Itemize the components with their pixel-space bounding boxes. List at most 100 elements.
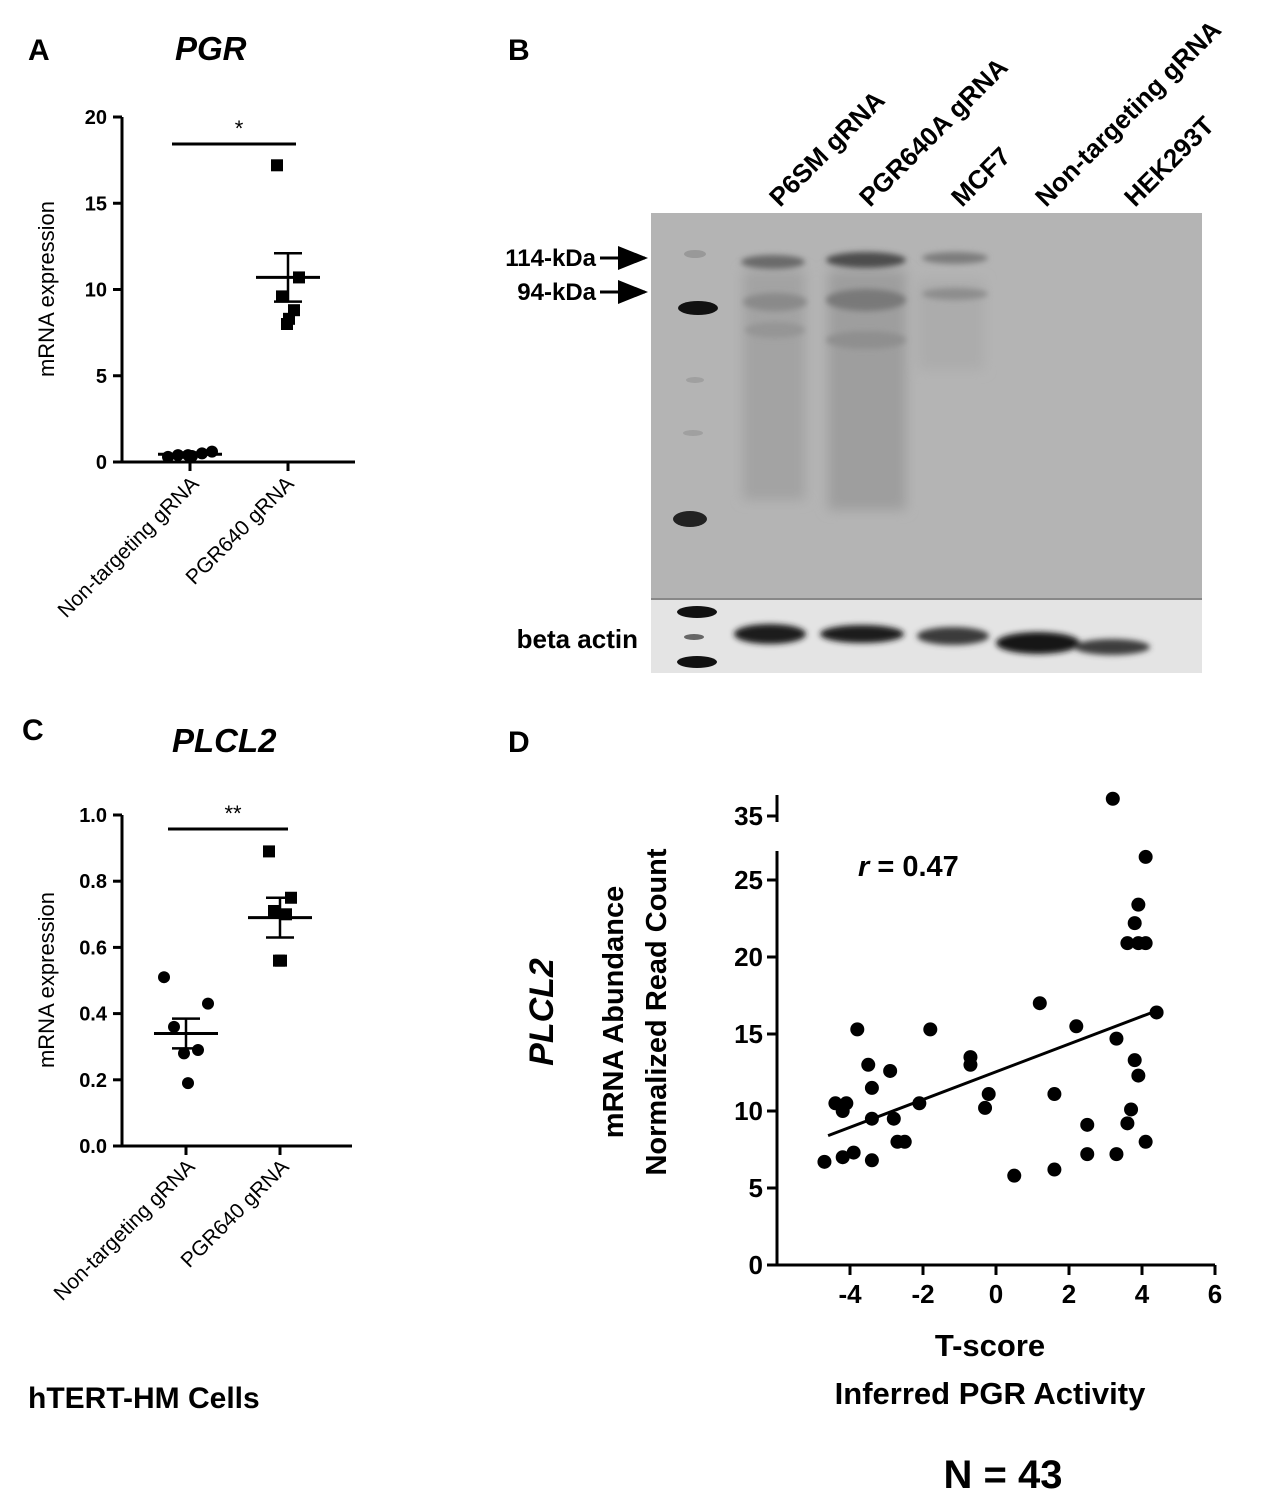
data-point	[923, 1022, 938, 1037]
panel-d-correlation: r = 0.47	[858, 851, 959, 883]
data-point	[1080, 1147, 1095, 1162]
y-tick-label: 20	[734, 942, 763, 972]
data-point	[1047, 1162, 1062, 1177]
data-point	[835, 1150, 850, 1165]
panel-a-letter: A	[28, 34, 50, 67]
data-point-square	[283, 312, 295, 325]
actin-bands	[734, 624, 1150, 655]
data-point	[861, 1057, 876, 1072]
data-point-circle	[182, 1077, 194, 1090]
data-point	[1131, 897, 1146, 912]
data-point	[850, 1022, 865, 1037]
data-point-square	[263, 845, 275, 858]
panel-a-title: PGR	[175, 30, 247, 67]
data-point	[817, 1154, 832, 1169]
y-tick-label: 0	[749, 1250, 763, 1280]
panel-a-error-bars	[158, 252, 320, 458]
panel-d-x-axis-title-2: Inferred PGR Activity	[835, 1376, 1146, 1411]
panel-d-trendline	[827, 1007, 1161, 1138]
data-point	[886, 1111, 901, 1126]
panel-d-points	[817, 791, 1164, 1183]
data-point-circle	[162, 450, 174, 463]
data-point	[883, 1063, 898, 1078]
data-point	[1069, 1019, 1084, 1034]
data-point-square	[271, 159, 283, 172]
y-tick-label: 1.0	[79, 805, 107, 827]
panel-a-category-1: Non-targeting gRNA	[54, 472, 204, 622]
panel-d-y-axis-title-1: mRNA Abundance	[598, 886, 630, 1138]
data-point	[1124, 1102, 1139, 1117]
panel-c-points	[158, 845, 297, 1090]
y-tick-label: 20	[85, 107, 107, 129]
data-point	[864, 1153, 879, 1168]
panel-a-chart: 0 5 10 15 20 * mRNA expression Non-targeting…	[34, 107, 355, 622]
panel-c-title: PLCL2	[172, 722, 277, 759]
marker-114kda-label: 114-kDa	[505, 245, 596, 272]
data-point	[1105, 791, 1120, 806]
data-point-circle	[192, 1044, 204, 1057]
y-tick-label: 0.6	[79, 937, 107, 959]
data-point	[1138, 1134, 1153, 1149]
panel-a-points	[162, 159, 305, 463]
data-point	[846, 1145, 861, 1160]
blot-membrane	[651, 213, 1202, 598]
y-tick-label: 0.2	[79, 1070, 107, 1092]
panel-c-y-ticks: 0.0 0.2 0.4 0.6 0.8 1.0	[79, 805, 122, 1158]
data-point-square	[268, 904, 280, 917]
y-tick-label: 5	[96, 366, 107, 388]
y-tick-label: 5	[749, 1173, 763, 1203]
data-point	[978, 1100, 993, 1115]
data-point-circle	[168, 1020, 180, 1033]
panel-b-letter: B	[508, 34, 530, 67]
data-point-circle	[206, 445, 218, 458]
data-point	[839, 1096, 854, 1111]
y-tick-label: 25	[734, 865, 763, 895]
data-point	[864, 1080, 879, 1095]
x-tick-label: -2	[911, 1279, 934, 1309]
data-point-circle	[178, 1047, 190, 1060]
data-point	[1127, 916, 1142, 931]
panel-d-x-ticks: -4 -2 0 2 4 6	[838, 1265, 1222, 1309]
y-tick-label: 15	[85, 193, 107, 215]
data-point	[1047, 1087, 1062, 1102]
panel-d-correlation-value: = 0.47	[869, 851, 959, 883]
data-point-circle	[158, 971, 170, 984]
panel-d-correlation-r: r	[858, 851, 871, 883]
panel-d-y-ticks: 0 5 10 15 20 25 35	[734, 801, 777, 1280]
y-tick-label: 35	[734, 801, 763, 831]
panel-c-error-bars	[154, 896, 312, 1050]
western-blot: P6SM gRNA PGR640A gRNA MCF7 Non-targetin…	[505, 14, 1227, 673]
panel-d-x-axis-title-1: T-score	[935, 1328, 1045, 1363]
data-point	[912, 1096, 927, 1111]
x-tick-label: 4	[1135, 1279, 1150, 1309]
y-tick-label: 0	[96, 452, 107, 474]
x-tick-label: 0	[989, 1279, 1003, 1309]
panel-c-chart: 0.0 0.2 0.4 0.6 0.8 1.0 ** mRNA expression No…	[28, 801, 352, 1415]
panel-d-axes	[775, 795, 1215, 1267]
x-tick-label: 6	[1208, 1279, 1222, 1309]
data-point	[1131, 1068, 1146, 1083]
data-point-circle	[202, 997, 214, 1010]
panel-c-category-1: Non-targeting gRNA	[50, 1155, 200, 1305]
data-point	[1080, 1117, 1095, 1132]
panel-a-axes	[120, 117, 355, 471]
panel-c-letter: C	[22, 714, 44, 747]
x-tick-label: -4	[838, 1279, 862, 1309]
pgr-bands	[741, 252, 988, 349]
data-point	[1127, 1053, 1142, 1068]
data-point	[1032, 996, 1047, 1011]
y-tick-label: 0.8	[79, 871, 107, 893]
y-tick-label: 10	[734, 1096, 763, 1126]
data-point	[1109, 1147, 1124, 1162]
y-tick-label: 0.4	[79, 1004, 108, 1026]
data-point	[1138, 936, 1153, 951]
data-point	[981, 1087, 996, 1102]
marker-94kda-label: 94-kDa	[517, 279, 596, 306]
y-tick-label: 10	[85, 280, 107, 302]
data-point	[963, 1050, 978, 1065]
x-tick-label: 2	[1062, 1279, 1076, 1309]
data-point-square	[275, 954, 287, 967]
panel-c-significance-label: **	[224, 801, 242, 826]
data-point-square	[276, 290, 288, 303]
